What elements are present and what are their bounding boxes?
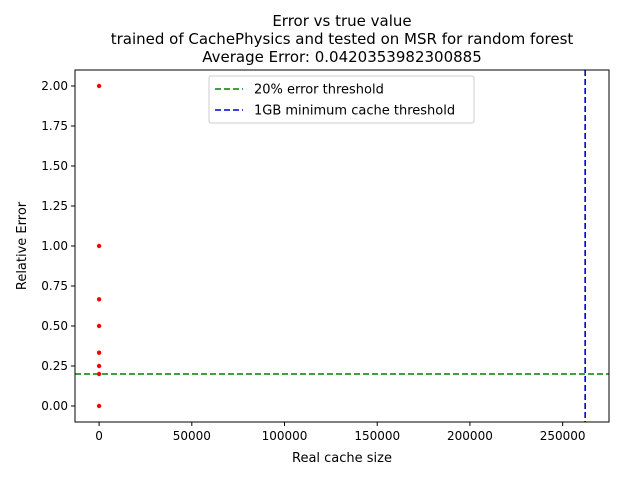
legend-label: 1GB minimum cache threshold <box>254 104 455 119</box>
chart-title-line: Average Error: 0.0420353982300885 <box>202 48 482 66</box>
data-point <box>96 323 102 329</box>
y-tick-label: 0.75 <box>41 279 68 293</box>
y-tick-label: 0.00 <box>41 399 68 413</box>
x-tick-label: 50000 <box>173 429 211 443</box>
x-tick-label: 100000 <box>262 429 308 443</box>
y-tick-label: 1.75 <box>41 119 68 133</box>
chart-title-line: Error vs true value <box>272 12 411 30</box>
x-tick-label: 0 <box>95 429 103 443</box>
y-tick-label: 1.50 <box>41 159 68 173</box>
data-point <box>96 371 102 377</box>
x-tick-label: 200000 <box>447 429 493 443</box>
legend: 20% error threshold 1GB minimum cache thr… <box>208 75 475 124</box>
chart-title-line: trained of CachePhysics and tested on MS… <box>111 30 574 48</box>
legend-label: 20% error threshold <box>254 83 384 98</box>
x-tick-label: 250000 <box>540 429 586 443</box>
x-axis-label: Real cache size <box>292 451 392 466</box>
y-axis-label: Relative Error <box>15 201 30 290</box>
data-point <box>96 297 102 302</box>
plot-area <box>75 70 609 422</box>
legend-box <box>208 75 475 124</box>
data-point <box>96 83 102 89</box>
y-tick-label: 1.00 <box>41 239 68 253</box>
y-tick-label: 0.25 <box>41 359 68 373</box>
data-point <box>96 350 102 355</box>
y-tick-label: 2.00 <box>41 79 68 93</box>
y-tick-label: 0.50 <box>41 319 68 333</box>
data-point <box>96 363 102 369</box>
x-tick-label: 150000 <box>354 429 400 443</box>
data-point <box>96 243 102 249</box>
y-tick-label: 1.25 <box>41 199 68 213</box>
data-point <box>96 403 102 409</box>
axes: 0 50000 100000 150000 200000 250000 0.00 0.25 0.… <box>41 69 610 443</box>
